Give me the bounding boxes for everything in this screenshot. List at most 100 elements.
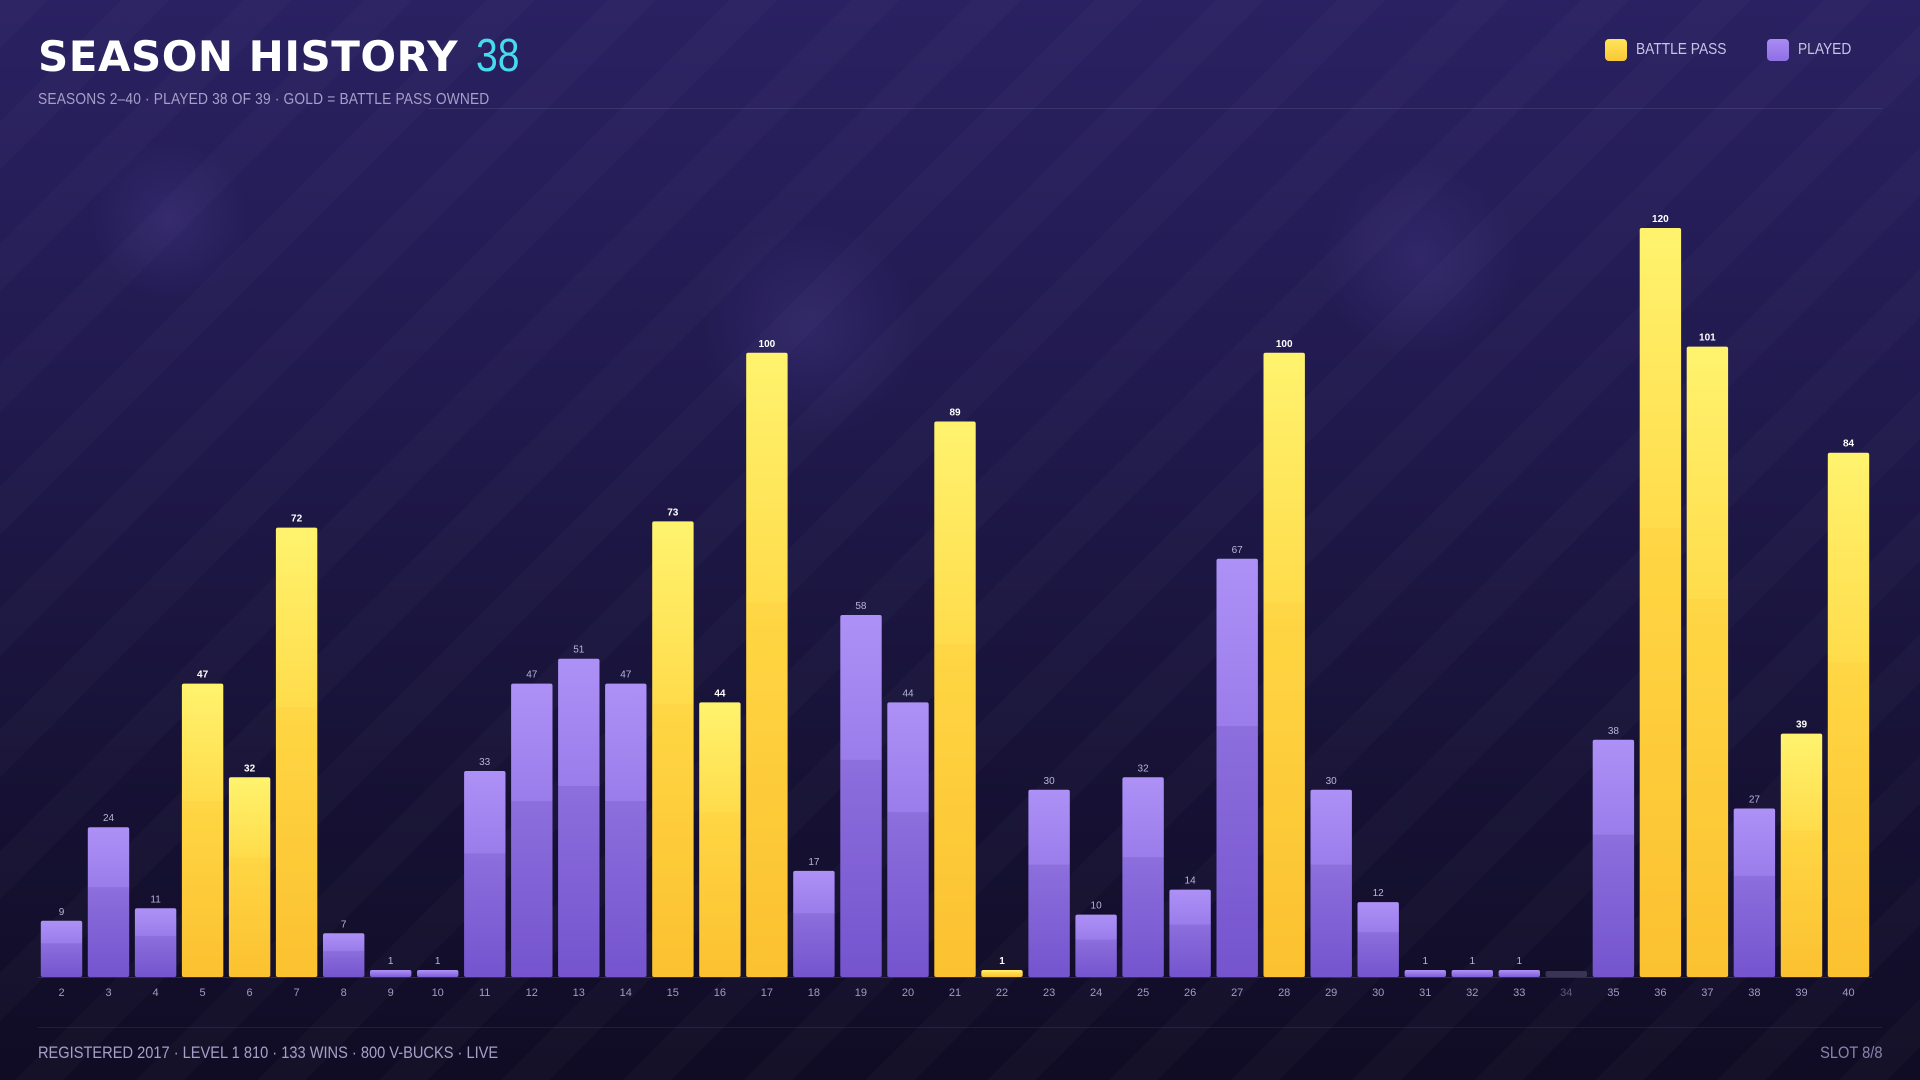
tick-label-season-7: 7: [294, 987, 300, 999]
bar-season-32[interactable]: [1451, 970, 1493, 977]
bar-season-15[interactable]: [652, 521, 694, 977]
data-label-season-33: 1: [1517, 956, 1523, 967]
data-label-season-36: 120: [1652, 214, 1669, 225]
bar-season-7[interactable]: [275, 527, 318, 977]
tick-label-season-38: 38: [1748, 987, 1760, 999]
data-label-season-39: 39: [1796, 720, 1808, 731]
tick-label-season-14: 14: [620, 987, 632, 999]
bar-shade-season-6: [228, 857, 271, 977]
legend-label-played: PLAYED: [1798, 41, 1852, 58]
bar-season-30[interactable]: [1357, 902, 1399, 977]
bar-season-4[interactable]: [134, 908, 177, 977]
bar-shade-season-37: [1686, 598, 1729, 977]
tick-label-season-3: 3: [105, 987, 111, 999]
tick-label-season-19: 19: [855, 987, 867, 999]
bar-season-39[interactable]: [1780, 733, 1823, 977]
bar-season-17[interactable]: [746, 352, 788, 977]
profile-summary: REGISTERED 2017 · LEVEL 1 810 · 133 WINS…: [38, 1043, 499, 1062]
data-label-season-13: 51: [573, 645, 585, 656]
tick-label-season-15: 15: [667, 987, 679, 999]
bar-season-25[interactable]: [1122, 777, 1164, 977]
bar-shade-season-15: [652, 703, 694, 977]
data-label-season-25: 32: [1138, 763, 1150, 774]
data-label-season-15: 73: [667, 507, 679, 518]
tick-label-season-40: 40: [1842, 987, 1854, 999]
bar-season-34[interactable]: [1545, 971, 1587, 977]
data-label-season-14: 47: [620, 670, 632, 681]
bar-season-11[interactable]: [464, 771, 506, 977]
bar-season-18[interactable]: [793, 870, 835, 977]
bar-season-8[interactable]: [323, 933, 365, 977]
bar-season-28[interactable]: [1263, 352, 1305, 977]
tick-label-season-28: 28: [1278, 987, 1290, 999]
data-label-season-19: 58: [855, 601, 867, 612]
data-label-season-8: 7: [341, 919, 347, 930]
bar-shade-season-25: [1122, 857, 1164, 977]
bar-season-33[interactable]: [1498, 970, 1540, 977]
bar-shade-season-23: [1028, 864, 1070, 977]
bar-season-2[interactable]: [40, 920, 83, 977]
data-label-season-22: 1: [999, 956, 1005, 967]
tick-label-season-9: 9: [388, 987, 394, 999]
bar-shade-season-8: [323, 950, 365, 977]
data-label-season-23: 30: [1044, 776, 1056, 787]
data-label-season-21: 89: [949, 408, 961, 419]
tick-label-season-22: 22: [996, 987, 1008, 999]
data-label-season-28: 100: [1276, 339, 1293, 350]
bar-season-6[interactable]: [228, 777, 271, 977]
bar-season-12[interactable]: [511, 683, 553, 977]
tick-label-season-20: 20: [902, 987, 914, 999]
tick-label-season-23: 23: [1043, 987, 1055, 999]
tick-label-season-39: 39: [1795, 987, 1807, 999]
tick-label-season-26: 26: [1184, 987, 1196, 999]
tick-label-season-18: 18: [808, 987, 820, 999]
bar-season-9[interactable]: [370, 970, 412, 977]
bar-season-40[interactable]: [1827, 452, 1870, 977]
bar-season-16[interactable]: [699, 702, 741, 977]
bar-shade-season-20: [887, 812, 929, 977]
legend-swatch-battle-pass: [1604, 39, 1627, 61]
tick-label-season-6: 6: [247, 987, 253, 999]
tick-label-season-4: 4: [153, 987, 159, 999]
bar-season-23[interactable]: [1028, 789, 1070, 978]
bar-season-35[interactable]: [1592, 739, 1635, 977]
bar-shade-season-2: [40, 943, 83, 977]
data-label-season-37: 101: [1699, 333, 1716, 344]
slot-indicator: SLOT 8/8: [1819, 1043, 1882, 1062]
data-label-season-11: 33: [479, 757, 491, 768]
data-label-season-5: 47: [197, 670, 209, 681]
bar-shade-season-3: [87, 887, 130, 977]
bar-shade-season-19: [840, 759, 882, 977]
bar-season-19[interactable]: [840, 615, 882, 977]
bar-season-10[interactable]: [417, 970, 459, 977]
data-label-season-24: 10: [1091, 901, 1103, 912]
data-label-season-4: 11: [150, 894, 161, 905]
bar-season-5[interactable]: [181, 683, 224, 977]
data-label-season-35: 38: [1608, 726, 1620, 737]
bar-season-38[interactable]: [1733, 808, 1776, 978]
bar-season-20[interactable]: [887, 702, 929, 977]
bar-shade-season-16: [699, 812, 741, 977]
bar-season-37[interactable]: [1686, 346, 1729, 978]
tick-label-season-16: 16: [714, 987, 726, 999]
bar-season-22[interactable]: [981, 970, 1023, 977]
data-label-season-27: 67: [1232, 545, 1244, 556]
data-label-season-3: 24: [103, 813, 115, 824]
bar-season-3[interactable]: [87, 827, 130, 977]
tick-label-season-32: 32: [1466, 987, 1478, 999]
bar-season-29[interactable]: [1310, 789, 1352, 978]
bar-season-27[interactable]: [1216, 558, 1258, 977]
bar-season-21[interactable]: [934, 421, 976, 978]
bar-season-26[interactable]: [1169, 889, 1211, 977]
bar-season-14[interactable]: [605, 683, 647, 977]
header-divider: [428, 108, 1882, 109]
tick-label-season-36: 36: [1654, 987, 1666, 999]
data-label-season-29: 30: [1326, 776, 1338, 787]
bar-season-31[interactable]: [1404, 970, 1446, 977]
bar-season-36[interactable]: [1639, 228, 1682, 977]
bar-shade-season-7: [275, 707, 318, 977]
bar-season-13[interactable]: [558, 658, 600, 977]
bar-season-24[interactable]: [1075, 914, 1117, 977]
data-label-season-40: 84: [1843, 439, 1855, 450]
